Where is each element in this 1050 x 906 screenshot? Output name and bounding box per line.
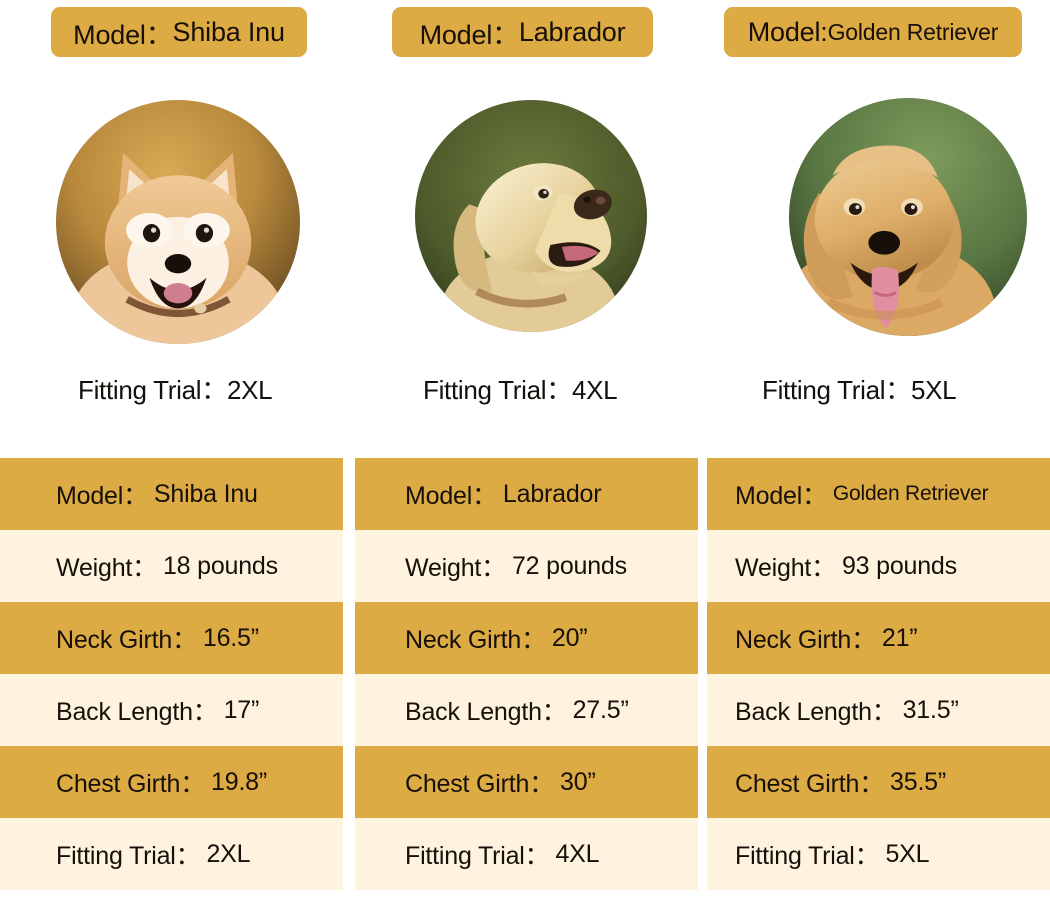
fitting-trial-caption-shiba-inu: Fitting Trial：2XL — [78, 370, 273, 407]
table-row: Weight： 72 pounds — [355, 530, 698, 602]
row-value: 27.5” — [572, 695, 629, 724]
model-badge-label: Model： — [73, 19, 173, 50]
labrador-spec-table: Model： Labrador Weight： 72 pounds Neck G… — [355, 458, 698, 890]
golden-retriever-illustration — [789, 98, 1027, 336]
fitting-trial-caption-labrador: Fitting Trial：4XL — [423, 370, 618, 407]
model-badge-value: Golden Retriever — [827, 18, 999, 45]
row-value: 19.8” — [211, 767, 268, 796]
shiba-inu-photo — [56, 100, 300, 344]
spec-tables: Model： Shiba Inu Weight： 18 pounds Neck … — [0, 458, 1050, 894]
table-row: Chest Girth： 19.8” — [0, 746, 343, 818]
row-value: 17” — [223, 695, 260, 724]
row-label: Model： — [56, 482, 148, 510]
row-value: 93 pounds — [841, 551, 957, 580]
labrador-photo — [415, 100, 647, 332]
shiba-inu-spec-table: Model： Shiba Inu Weight： 18 pounds Neck … — [0, 458, 343, 890]
row-value: Shiba Inu — [153, 479, 258, 508]
fitting-trial-value: 4XL — [571, 375, 618, 405]
table-row: Weight： 93 pounds — [707, 530, 1050, 602]
row-label: Fitting Trial： — [405, 842, 550, 870]
row-label: Fitting Trial： — [56, 842, 201, 870]
table-row: Fitting Trial： 5XL — [707, 818, 1050, 890]
table-row: Model： Labrador — [355, 458, 698, 530]
table-row: Model： Golden Retriever — [707, 458, 1050, 530]
golden-retriever-spec-table: Model： Golden Retriever Weight： 93 pound… — [707, 458, 1050, 890]
row-label: Chest Girth： — [735, 770, 885, 798]
row-value: 31.5” — [902, 695, 959, 724]
row-value: 5XL — [885, 839, 930, 868]
model-badge-value: Shiba Inu — [172, 16, 285, 47]
fitting-trial-label: Fitting Trial： — [423, 375, 572, 405]
model-badge-golden-retriever: Model: Golden Retriever — [724, 7, 1022, 57]
row-label: Model： — [405, 482, 497, 510]
table-row: Fitting Trial： 2XL — [0, 818, 343, 890]
row-label: Weight： — [56, 554, 157, 582]
shiba-inu-illustration — [56, 100, 300, 344]
fitting-trial-caption-golden-retriever: Fitting Trial：5XL — [762, 370, 957, 407]
row-value: Golden Retriever — [832, 482, 989, 505]
model-badge-shiba-inu: Model： Shiba Inu — [51, 7, 307, 57]
row-value: 30” — [560, 767, 596, 796]
model-badge-label: Model: — [747, 16, 828, 47]
table-row: Chest Girth： 30” — [355, 746, 698, 818]
model-badge-value: Labrador — [518, 16, 626, 47]
table-row: Neck Girth： 20” — [355, 602, 698, 674]
model-badge-labrador: Model： Labrador — [392, 7, 653, 57]
fitting-trial-label: Fitting Trial： — [762, 375, 911, 405]
fitting-trial-value: 5XL — [910, 375, 957, 405]
model-badge-label: Model： — [419, 19, 520, 50]
row-label: Model： — [735, 482, 827, 510]
row-label: Back Length： — [735, 698, 897, 726]
golden-retriever-photo — [789, 98, 1027, 336]
table-row: Neck Girth： 21” — [707, 602, 1050, 674]
row-value: 72 pounds — [511, 551, 627, 580]
table-row: Chest Girth： 35.5” — [707, 746, 1050, 818]
table-row: Back Length： 27.5” — [355, 674, 698, 746]
table-row: Weight： 18 pounds — [0, 530, 343, 602]
row-value: 18 pounds — [162, 551, 278, 580]
row-value: 4XL — [555, 839, 600, 868]
table-row: Back Length： 31.5” — [707, 674, 1050, 746]
row-value: 16.5” — [202, 623, 259, 652]
table-row: Model： Shiba Inu — [0, 458, 343, 530]
fitting-trial-value: 2XL — [226, 375, 273, 405]
row-label: Weight： — [735, 554, 836, 582]
fitting-trial-label: Fitting Trial： — [78, 375, 227, 405]
row-value: 21” — [881, 623, 918, 652]
row-value: 2XL — [206, 839, 251, 868]
table-row: Neck Girth： 16.5” — [0, 602, 343, 674]
row-value: 20” — [551, 623, 588, 652]
dog-photo-row — [0, 0, 1050, 360]
fitting-trial-caption-row: Fitting Trial：2XL Fitting Trial：4XL Fitt… — [0, 370, 1050, 416]
row-value: 35.5” — [890, 767, 947, 796]
row-label: Chest Girth： — [405, 770, 555, 798]
row-label: Chest Girth： — [56, 770, 206, 798]
row-label: Back Length： — [56, 698, 218, 726]
table-row: Back Length： 17” — [0, 674, 343, 746]
row-label: Fitting Trial： — [735, 842, 880, 870]
row-label: Neck Girth： — [56, 626, 197, 654]
model-badge-row: Model： Shiba Inu Model： Labrador Model: … — [0, 0, 1050, 70]
row-label: Back Length： — [405, 698, 567, 726]
labrador-illustration — [415, 100, 647, 332]
row-label: Weight： — [405, 554, 506, 582]
row-value: Labrador — [502, 479, 602, 508]
row-label: Neck Girth： — [735, 626, 876, 654]
table-row: Fitting Trial： 4XL — [355, 818, 698, 890]
row-label: Neck Girth： — [405, 626, 546, 654]
